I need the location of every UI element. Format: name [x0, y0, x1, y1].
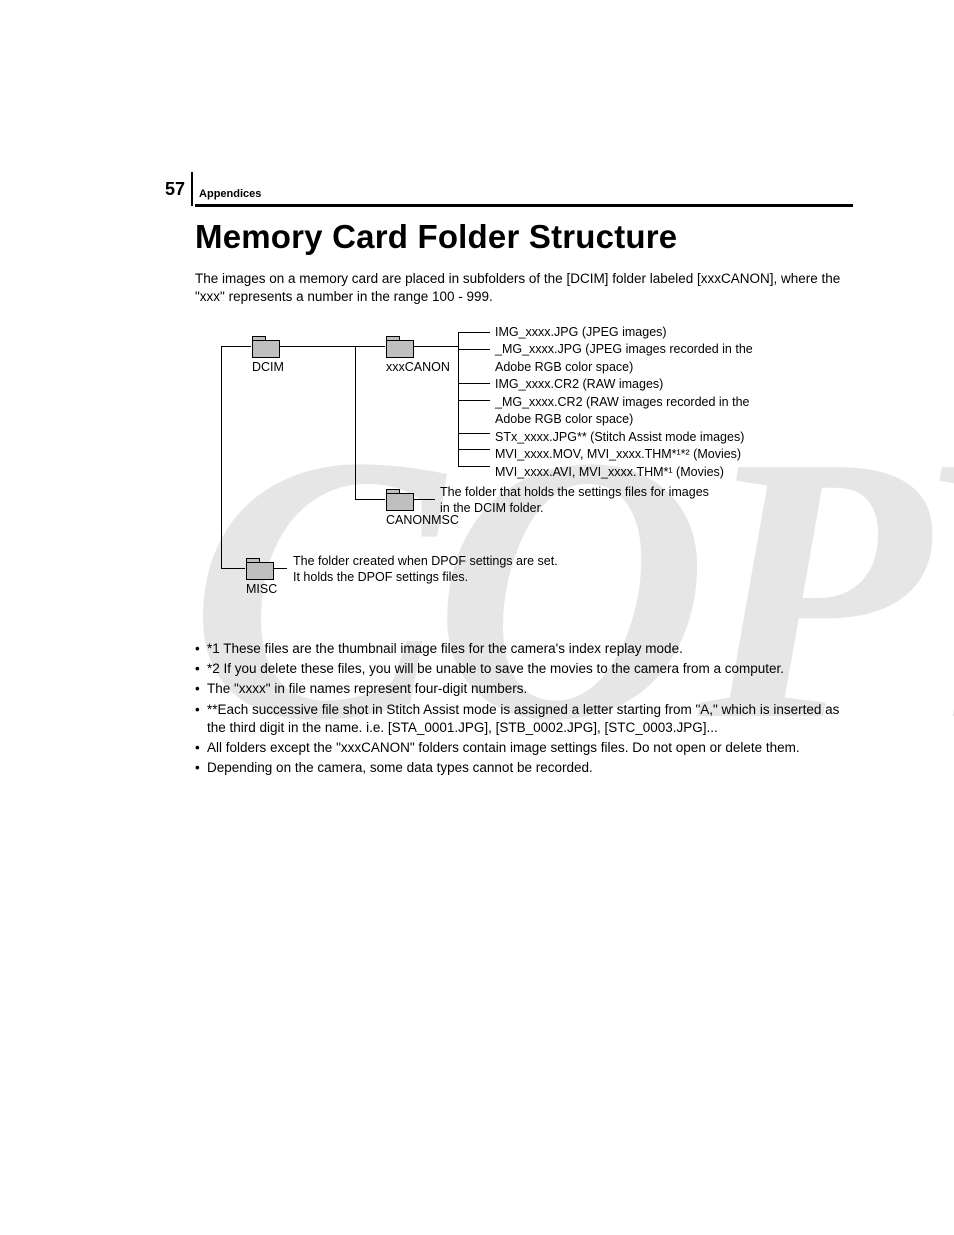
bracket-line [458, 349, 490, 350]
file-item: MVI_xxxx.AVI, MVI_xxxx.THM*¹ (Movies) [495, 464, 753, 482]
bracket-line [458, 400, 490, 401]
folder-icon [386, 336, 412, 356]
misc-description: The folder created when DPOF settings ar… [293, 553, 633, 586]
notes-list: *1 These files are the thumbnail image f… [195, 640, 854, 778]
page-number: 57 [165, 179, 185, 200]
note-item: *1 These files are the thumbnail image f… [195, 640, 854, 658]
folder-icon [252, 336, 278, 356]
folder-label-misc: MISC [246, 582, 277, 596]
file-item-cont: Adobe RGB color space) [495, 359, 753, 377]
bracket-line [458, 466, 490, 467]
folder-diagram: DCIM xxxCANON CANONMSC MISC [205, 326, 845, 626]
file-item: IMG_xxxx.CR2 (RAW images) [495, 376, 753, 394]
folder-icon [246, 558, 272, 578]
misc-desc-line: The folder created when DPOF settings ar… [293, 553, 633, 569]
tree-line [221, 568, 245, 569]
tree-line [221, 346, 222, 568]
tree-line [413, 346, 458, 347]
file-item: MVI_xxxx.MOV, MVI_xxxx.THM*¹*² (Movies) [495, 446, 753, 464]
canonmsc-description: The folder that holds the settings files… [440, 484, 720, 517]
bracket-line [458, 433, 490, 434]
file-list: IMG_xxxx.JPG (JPEG images) _MG_xxxx.JPG … [495, 324, 753, 482]
file-item: _MG_xxxx.JPG (JPEG images recorded in th… [495, 341, 753, 359]
note-item: The "xxxx" in file names represent four-… [195, 680, 854, 698]
page-title: Memory Card Folder Structure [195, 218, 854, 256]
bracket-line [458, 449, 490, 450]
horizontal-rule [195, 204, 853, 207]
note-item: Depending on the camera, some data types… [195, 759, 854, 777]
tree-line [355, 499, 385, 500]
tree-line [273, 568, 287, 569]
page-content: Memory Card Folder Structure The images … [195, 218, 854, 777]
folder-label-xxxcanon: xxxCANON [386, 360, 450, 374]
folder-xxxcanon: xxxCANON [386, 336, 450, 374]
folder-label-dcim: DCIM [252, 360, 284, 374]
tree-line [221, 346, 251, 347]
folder-icon [386, 489, 412, 509]
misc-desc-line: It holds the DPOF settings files. [293, 569, 633, 585]
header-divider [191, 172, 193, 206]
tree-line [279, 346, 355, 347]
note-item: All folders except the "xxxCANON" folder… [195, 739, 854, 757]
intro-paragraph: The images on a memory card are placed i… [195, 270, 854, 306]
file-item-cont: Adobe RGB color space) [495, 411, 753, 429]
document-page: COPY 57 Appendices Memory Card Folder St… [0, 0, 954, 1235]
note-item: *2 If you delete these files, you will b… [195, 660, 854, 678]
tree-line [355, 346, 356, 499]
folder-dcim: DCIM [252, 336, 284, 374]
note-item: **Each successive file shot in Stitch As… [195, 701, 854, 737]
tree-line [413, 499, 435, 500]
folder-misc: MISC [246, 558, 277, 596]
tree-line [355, 346, 385, 347]
bracket-line [458, 332, 459, 466]
file-item: IMG_xxxx.JPG (JPEG images) [495, 324, 753, 342]
file-item: STx_xxxx.JPG** (Stitch Assist mode image… [495, 429, 753, 447]
page-header: 57 Appendices [165, 172, 261, 206]
bracket-line [458, 332, 490, 333]
file-item: _MG_xxxx.CR2 (RAW images recorded in the [495, 394, 753, 412]
bracket-line [458, 383, 490, 384]
